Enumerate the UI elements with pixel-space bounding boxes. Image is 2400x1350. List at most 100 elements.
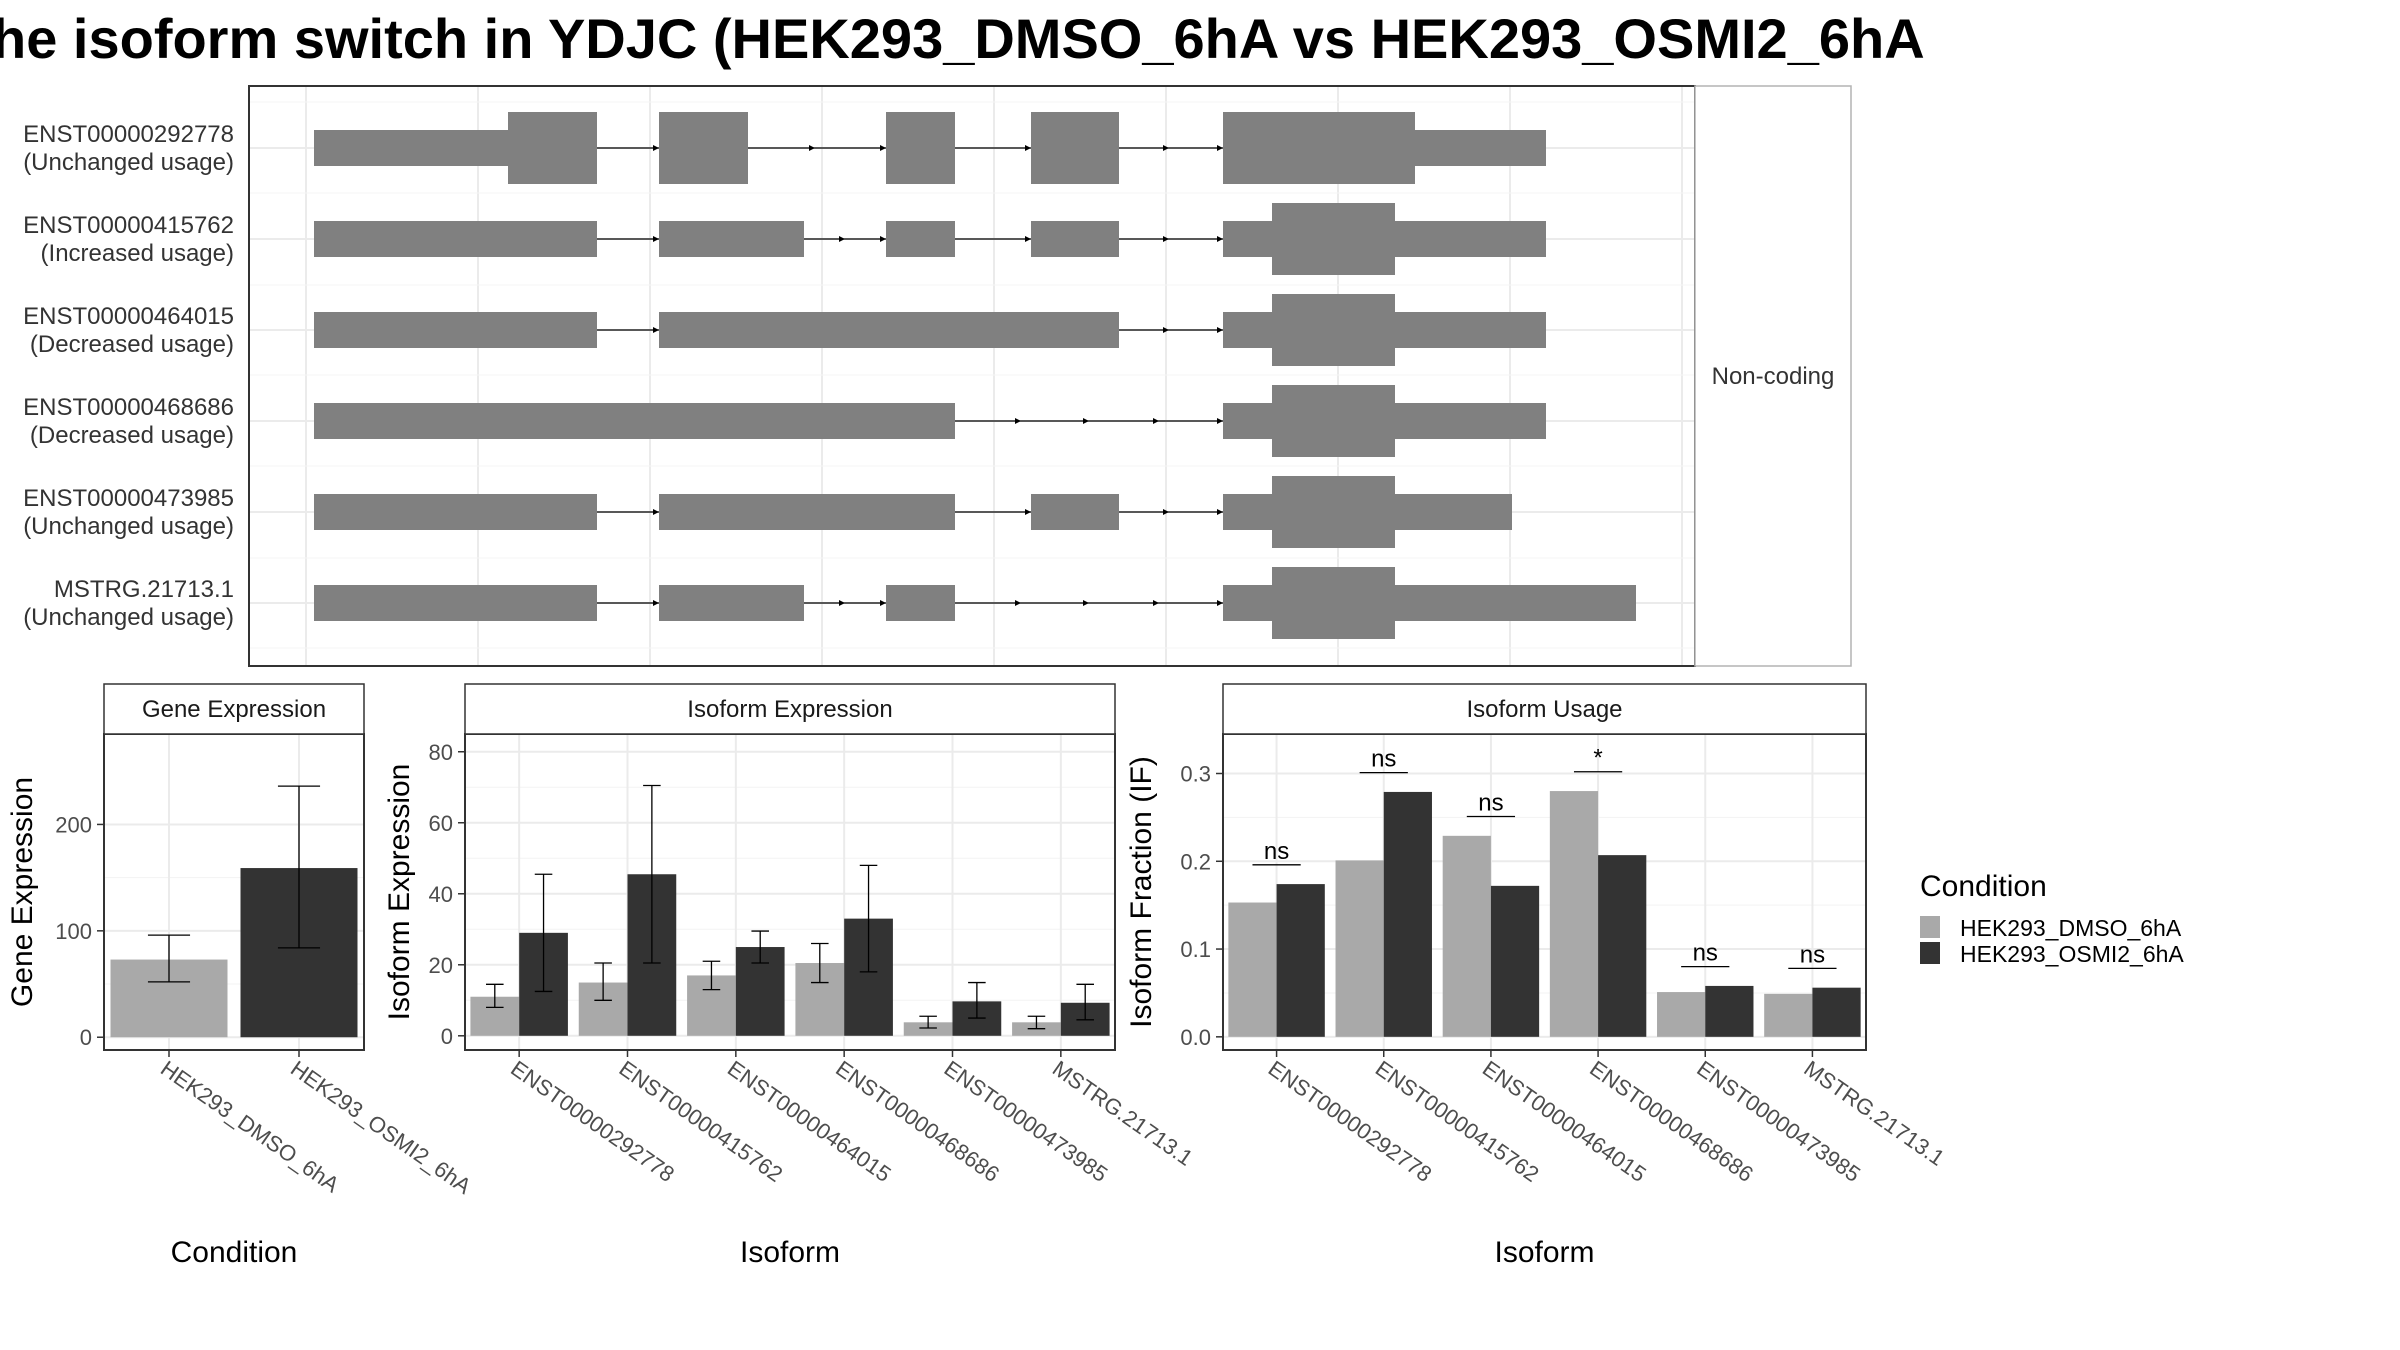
y-tick-label: 0 [441, 1024, 453, 1049]
structure-panel-border [248, 85, 1696, 667]
isoform-expression-panel: Isoform Expression 0 20 40 60 80 ENST000002927… [383, 683, 1198, 1269]
intron-arrow [1163, 509, 1169, 515]
intron-arrow [1217, 145, 1223, 151]
significance-label: * [1593, 745, 1602, 772]
bar-ENST00000292778 [1228, 902, 1277, 1037]
intron-arrow [1217, 600, 1223, 606]
error-bar [1076, 983, 1094, 1021]
significance-label: ns [1800, 941, 1825, 968]
significance-annotations: ns ns ns * ns ns [1252, 745, 1837, 970]
error-bar [147, 934, 191, 983]
exon [1223, 585, 1272, 621]
intron-arrow [1025, 236, 1031, 242]
gridlines [465, 734, 1115, 1050]
bar-ENST00000464015 [1490, 885, 1540, 1037]
legend-label-dmso: HEK293_DMSO_6hA [1960, 915, 2182, 941]
intron-arrow [1083, 418, 1089, 424]
intron-arrow [839, 600, 845, 606]
exon [1272, 476, 1395, 548]
legend-title: Condition [1920, 870, 2047, 903]
intron-arrow [653, 236, 659, 242]
y-axis-title: Isoform Expression [383, 764, 416, 1021]
intron-arrow [1163, 145, 1169, 151]
exon [1272, 203, 1395, 275]
exon [314, 221, 597, 257]
transcript-usage-label: (Unchanged usage) [23, 604, 234, 631]
y-axis-title: Isoform Fraction (IF) [1125, 756, 1158, 1028]
exon [1272, 385, 1395, 457]
bars [110, 785, 358, 1038]
y-axis-title: Gene Expression [6, 777, 39, 1007]
intron-arrow [1083, 600, 1089, 606]
transcript-usage-label: (Decreased usage) [30, 422, 234, 449]
transcript-ENST00000292778 [314, 112, 1546, 184]
significance-label: ns [1264, 838, 1289, 865]
error-bar [534, 873, 553, 993]
bar-ENST00000468686 [1598, 855, 1647, 1037]
structure-facet-strip [1694, 85, 1852, 667]
error-bar [643, 784, 661, 964]
y-axis: 0 100 200 [55, 812, 104, 1050]
exon [1395, 494, 1512, 530]
exon [1395, 312, 1546, 348]
transcript-id-label: ENST00000415762 [23, 212, 234, 239]
transcript-usage-label: (Unchanged usage) [23, 149, 234, 176]
intron-arrow [653, 145, 659, 151]
exon [1272, 294, 1395, 366]
transcript-MSTRG.21713.1 [314, 567, 1636, 639]
exon [314, 494, 597, 530]
x-axis-title: Isoform [1494, 1236, 1594, 1269]
transcript-usage-label: (Increased usage) [41, 240, 234, 267]
y-tick-label: 0.1 [1180, 937, 1211, 962]
intron-arrow [1025, 509, 1031, 515]
error-bar [751, 930, 769, 964]
error-bar [594, 962, 612, 1001]
strip-label: Isoform Expression [687, 696, 892, 723]
intron-arrow [653, 600, 659, 606]
intron-arrow [1025, 145, 1031, 151]
y-tick-label: 0 [80, 1025, 92, 1050]
structure-facet-label: Non-coding [1712, 363, 1835, 390]
bar-MSTRG.21713.1 [1764, 993, 1813, 1037]
legend: Condition HEK293_DMSO_6hA HEK293_OSMI2_6… [1920, 870, 2184, 967]
exon [1395, 403, 1546, 439]
y-tick-label: 200 [55, 812, 92, 837]
exon [1031, 112, 1119, 184]
bar-ENST00000473985 [1657, 992, 1706, 1037]
y-tick-label: 60 [429, 811, 453, 836]
intron-arrow [1217, 418, 1223, 424]
bar-ENST00000464015 [1442, 835, 1491, 1037]
transcript-ENST00000464015 [314, 294, 1546, 366]
transcript-id-label: ENST00000292778 [23, 121, 234, 148]
error-bar [968, 981, 986, 1019]
x-axis-title: Condition [171, 1236, 298, 1269]
legend-label-osmi: HEK293_OSMI2_6hA [1960, 941, 2184, 967]
exon [1223, 403, 1272, 439]
transcript-id-label: ENST00000468686 [23, 394, 234, 421]
exon [659, 112, 748, 184]
error-bar [486, 983, 504, 1009]
x-axis: ENST00000292778ENST00000415762ENST000004… [1264, 1050, 1949, 1187]
strip-label: Gene Expression [142, 696, 326, 723]
y-tick-label: 0.3 [1180, 762, 1211, 787]
strip [1222, 683, 1867, 735]
exon [1272, 567, 1395, 639]
y-tick-label: 40 [429, 882, 453, 907]
figure-title: he isoform switch in YDJC (HEK293_DMSO_6… [0, 7, 1925, 70]
transcript-ENST00000473985 [314, 476, 1512, 548]
exon [314, 312, 597, 348]
error-bar [1027, 1015, 1046, 1030]
intron-arrow [1015, 600, 1021, 606]
bar-ENST00000468686 [1549, 791, 1599, 1037]
y-axis: 0.0 0.1 0.2 0.3 [1180, 762, 1223, 1050]
error-bar [702, 960, 721, 991]
isoform-usage-panel: ns ns ns * ns ns Isoform Usage 0.0 0.1 0.2 0.3 ENST… [1125, 683, 1949, 1269]
intron-arrow [1163, 327, 1169, 333]
bar-MSTRG.21713.1 [1812, 987, 1861, 1037]
exon [659, 585, 804, 621]
y-tick-label: 0.2 [1180, 849, 1211, 874]
y-tick-label: 0.0 [1180, 1025, 1211, 1050]
intron-arrow [880, 236, 886, 242]
